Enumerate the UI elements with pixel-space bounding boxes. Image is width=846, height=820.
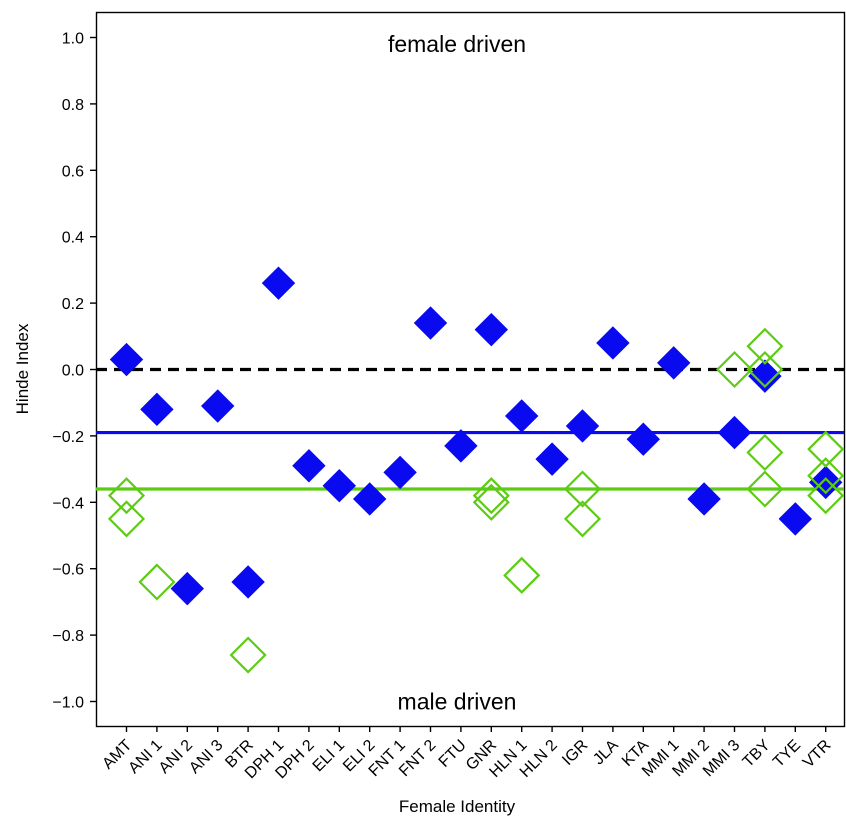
filled-diamond-marker xyxy=(808,465,843,500)
x-tick-label: TBY xyxy=(740,737,774,771)
x-tick-label: ANI 2 xyxy=(156,737,196,777)
x-tick-label: VTR xyxy=(800,737,835,772)
x-tick-label: JLA xyxy=(590,737,622,769)
x-tick-label: TYE xyxy=(770,737,804,771)
open-diamond-marker xyxy=(746,350,784,389)
filled-diamond-marker xyxy=(261,266,296,300)
y-tick-label: 0.6 xyxy=(62,163,84,180)
open-diamond-marker xyxy=(107,477,146,515)
y-tick-label: −1.0 xyxy=(52,695,84,712)
open-diamond-marker xyxy=(503,556,541,594)
filled-diamond-marker xyxy=(322,468,357,503)
filled-diamond-marker xyxy=(413,306,448,340)
x-tick-label: ANI 1 xyxy=(125,737,165,777)
x-tick-label: ANI 3 xyxy=(186,737,226,777)
y-tick-label: −0.8 xyxy=(52,628,84,645)
x-axis-label: Female Identity xyxy=(399,797,516,816)
filled-diamond-marker xyxy=(626,422,661,456)
y-tick-label: −0.4 xyxy=(52,495,84,512)
open-diamond-marker xyxy=(807,477,845,515)
filled-diamond-marker xyxy=(109,342,144,377)
filled-diamond-marker xyxy=(687,482,721,516)
filled-diamond-marker xyxy=(748,359,782,393)
filled-diamond-marker xyxy=(565,409,600,443)
open-diamond-marker xyxy=(807,457,845,495)
open-diamond-marker xyxy=(107,500,146,538)
filled-diamond-marker xyxy=(170,571,205,606)
y-tick-label: −0.2 xyxy=(52,429,84,446)
y-tick-label: 0.8 xyxy=(62,97,84,114)
x-tick-label: IGR xyxy=(559,737,591,769)
filled-diamond-marker xyxy=(504,399,539,433)
open-diamond-marker xyxy=(563,470,602,508)
open-diamond-marker xyxy=(229,636,267,674)
open-diamond-marker xyxy=(746,433,784,472)
x-tick-label: ELI 1 xyxy=(310,737,349,776)
filled-diamond-marker xyxy=(352,482,387,516)
male-driven-annotation: male driven xyxy=(398,689,517,715)
y-tick-label: 0.4 xyxy=(62,230,84,247)
filled-diamond-marker xyxy=(292,449,326,483)
y-axis-label: Hinde Index xyxy=(13,323,32,414)
y-tick-label: 1.0 xyxy=(62,31,84,48)
filled-diamond-marker xyxy=(383,455,417,490)
y-axis: 1.0 0.8 0.6 0.4 0.2 0.0 −0.2 −0.4 −0.6 −0.8 −1.0 xyxy=(52,31,96,712)
filled-diamond-marker xyxy=(140,392,174,427)
y-tick-label: 0.0 xyxy=(62,363,84,380)
open-diamond-marker xyxy=(563,500,602,538)
y-tick-label: −0.6 xyxy=(52,562,84,579)
data-markers xyxy=(107,266,845,674)
x-tick-label: FTU xyxy=(436,737,470,771)
filled-diamond-marker xyxy=(231,565,265,599)
open-diamond-marker xyxy=(138,563,176,601)
open-diamond-marker xyxy=(715,350,754,389)
filled-diamond-marker xyxy=(444,429,478,463)
annotations: female driven male driven xyxy=(388,31,526,714)
female-driven-annotation: female driven xyxy=(388,31,526,57)
filled-diamond-marker xyxy=(778,502,813,536)
open-diamond-marker xyxy=(807,430,845,468)
filled-diamond-marker xyxy=(200,389,235,423)
open-diamond-marker xyxy=(746,327,784,365)
open-diamond-marker xyxy=(472,483,510,521)
filled-diamond-marker xyxy=(656,346,691,380)
filled-diamond-marker xyxy=(535,442,569,476)
y-tick-label: 0.2 xyxy=(62,296,84,313)
filled-diamond-marker xyxy=(474,312,509,347)
filled-diamond-marker xyxy=(596,326,630,360)
open-diamond-marker xyxy=(746,470,784,508)
open-diamond-marker xyxy=(472,477,510,515)
filled-diamond-marker xyxy=(717,415,752,450)
